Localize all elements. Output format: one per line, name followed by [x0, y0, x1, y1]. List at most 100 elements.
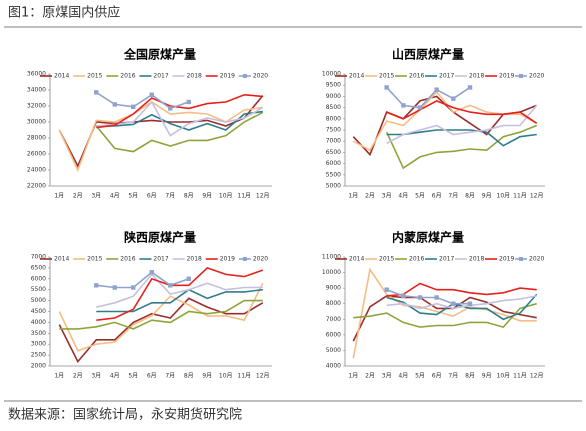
x-tick-label: 7月	[448, 373, 458, 380]
y-tick-label: 3000	[31, 341, 46, 348]
series-line	[59, 299, 263, 330]
x-tick-label: 6月	[147, 373, 157, 380]
series-line	[96, 93, 263, 129]
y-tick-label: 6000	[326, 160, 341, 167]
x-tick-label: 6月	[432, 373, 442, 380]
y-tick-label: 4000	[326, 363, 341, 370]
x-tick-label: 9月	[482, 193, 492, 200]
x-tick-label: 3月	[382, 373, 392, 380]
x-tick-label: 10月	[497, 193, 511, 200]
x-tick-label: 7月	[165, 373, 175, 380]
point-marker	[168, 283, 173, 288]
y-tick-label: 9000	[326, 285, 341, 292]
legend-label: 2020	[253, 73, 268, 80]
point-marker	[417, 295, 423, 300]
series-line	[96, 100, 264, 137]
x-tick-label: 1月	[348, 193, 358, 200]
legend-label: 2016	[120, 256, 135, 263]
chart-title: 全国原煤产量	[123, 47, 196, 62]
legend-label: 2017	[153, 73, 168, 80]
legend-label: 2020	[529, 73, 544, 80]
series-line	[386, 288, 470, 305]
y-tick-label: 6500	[326, 149, 341, 156]
point-marker	[149, 270, 154, 275]
legend-label: 2014	[349, 73, 364, 80]
legend-marker	[242, 74, 247, 78]
series-line	[352, 267, 537, 359]
legend-label: 2018	[469, 73, 484, 80]
x-tick-label: 4月	[398, 373, 408, 380]
legend-label: 2016	[409, 73, 424, 80]
series-line	[386, 104, 538, 145]
x-tick-label: 12月	[530, 193, 544, 200]
y-tick-label: 30000	[27, 119, 46, 126]
series-line	[96, 110, 263, 131]
series-line	[386, 295, 537, 310]
x-tick-label: 6月	[432, 193, 442, 200]
point-marker	[434, 87, 439, 92]
y-tick-label: 6500	[31, 264, 46, 271]
y-tick-label: 8000	[326, 115, 341, 122]
x-tick-label: 1月	[348, 373, 358, 380]
y-tick-label: 5000	[31, 297, 46, 304]
y-tick-label: 5000	[326, 183, 341, 190]
y-tick-label: 9000	[326, 93, 341, 100]
y-tick-label: 3500	[31, 330, 46, 337]
x-tick-label: 8月	[465, 373, 475, 380]
point-marker	[131, 285, 136, 290]
x-tick-label: 3月	[91, 373, 101, 380]
chart-title: 内蒙原煤产量	[392, 230, 464, 245]
legend-label: 2017	[439, 256, 454, 263]
point-marker	[434, 295, 439, 300]
x-tick-label: 12月	[256, 193, 270, 200]
point-marker	[384, 287, 389, 292]
y-tick-label: 24000	[27, 167, 46, 174]
point-marker	[186, 276, 191, 281]
series-line	[96, 266, 264, 321]
point-marker	[94, 283, 99, 288]
y-tick-label: 9500	[326, 82, 341, 89]
point-marker	[401, 103, 406, 108]
legend-label: 2014	[54, 73, 69, 80]
series-line	[96, 271, 190, 289]
legend-label: 2020	[253, 256, 268, 263]
y-tick-label: 8000	[326, 300, 341, 307]
x-tick-label: 11月	[237, 373, 251, 380]
y-tick-label: 10000	[322, 269, 341, 276]
legend-label: 2015	[379, 73, 394, 80]
legend-marker	[242, 257, 247, 261]
source-note: 数据来源：国家统计局，永安期货研究院	[8, 407, 242, 423]
series-line	[96, 273, 263, 308]
x-tick-label: 4月	[110, 373, 120, 380]
series-line	[386, 129, 537, 147]
point-marker	[451, 96, 456, 101]
x-tick-label: 10月	[219, 193, 233, 200]
point-marker	[186, 99, 191, 105]
y-tick-label: 7000	[326, 316, 341, 323]
x-tick-label: 9月	[202, 193, 212, 200]
y-tick-label: 6000	[326, 331, 341, 338]
legend-label: 2014	[54, 256, 69, 263]
legend-label: 2018	[469, 256, 484, 263]
series-line	[386, 100, 538, 124]
x-tick-label: 9月	[482, 373, 492, 380]
y-tick-label: 10000	[322, 71, 341, 78]
x-tick-label: 7月	[165, 193, 175, 200]
y-tick-label: 26000	[27, 151, 46, 158]
x-tick-label: 2月	[365, 373, 375, 380]
x-tick-label: 10月	[219, 373, 233, 380]
x-tick-label: 3月	[91, 193, 101, 200]
y-tick-label: 5500	[31, 286, 46, 293]
legend-label: 2014	[349, 256, 364, 263]
legend-label: 2015	[379, 256, 394, 263]
point-marker	[94, 90, 99, 95]
point-marker	[467, 301, 473, 306]
x-tick-label: 2月	[73, 193, 83, 200]
y-tick-label: 2500	[31, 352, 46, 359]
series-line	[58, 297, 264, 364]
point-marker	[149, 92, 154, 97]
x-tick-label: 8月	[184, 193, 194, 200]
y-tick-label: 11000	[322, 254, 341, 261]
x-tick-label: 10月	[497, 373, 511, 380]
